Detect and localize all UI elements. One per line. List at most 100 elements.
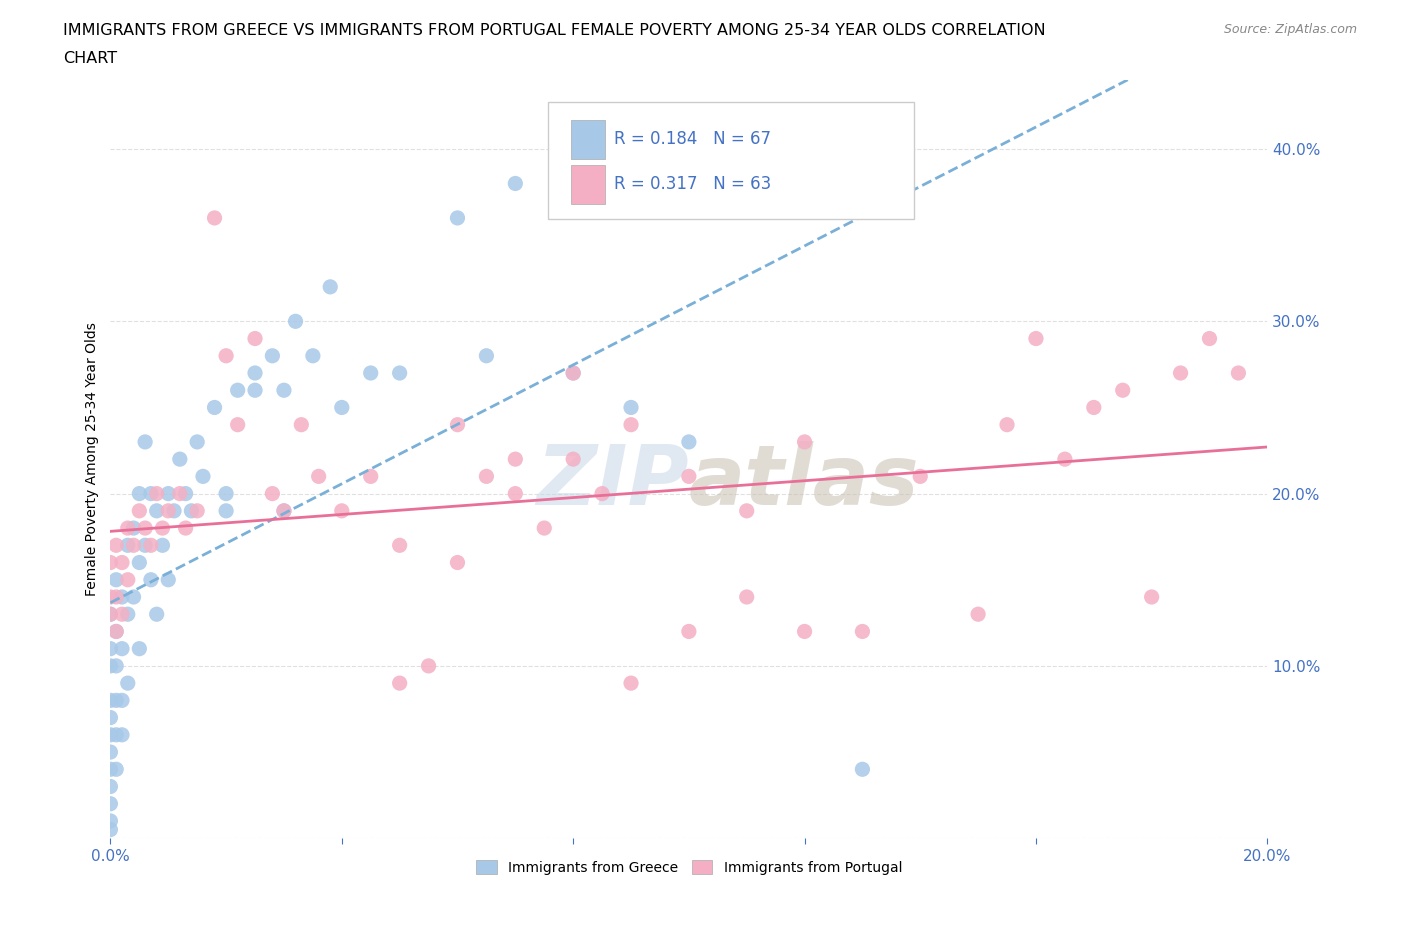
Point [122, 521, 145, 536]
Text: atlas: atlas [689, 442, 920, 523]
Point [111, 641, 134, 656]
Point [851, 624, 873, 639]
Point [204, 210, 226, 225]
Point [302, 349, 325, 364]
Point [446, 210, 468, 225]
Point [134, 538, 156, 552]
Point [117, 606, 139, 621]
Point [105, 624, 128, 639]
Legend: Immigrants from Greece, Immigrants from Portugal: Immigrants from Greece, Immigrants from … [470, 855, 908, 881]
Text: Source: ZipAtlas.com: Source: ZipAtlas.com [1223, 23, 1357, 36]
Point [204, 400, 226, 415]
Point [967, 606, 990, 621]
Point [1140, 590, 1163, 604]
Point [100, 658, 122, 673]
Point [105, 693, 128, 708]
Point [1170, 365, 1192, 380]
Point [215, 349, 238, 364]
Point [186, 434, 208, 449]
Point [446, 555, 468, 570]
Point [105, 590, 128, 604]
Point [134, 434, 156, 449]
Point [1198, 331, 1220, 346]
Point [226, 383, 249, 398]
Point [105, 762, 128, 777]
Point [851, 762, 873, 777]
Text: CHART: CHART [63, 51, 117, 66]
Point [284, 313, 307, 328]
Point [157, 486, 180, 501]
Point [122, 590, 145, 604]
Text: ZIP: ZIP [536, 442, 689, 523]
Point [100, 606, 122, 621]
Point [678, 469, 700, 484]
Point [169, 452, 191, 467]
Point [793, 624, 815, 639]
Point [388, 676, 411, 691]
Point [128, 486, 150, 501]
Point [105, 572, 128, 587]
Point [100, 779, 122, 794]
Point [319, 279, 342, 294]
Point [128, 555, 150, 570]
Text: IMMIGRANTS FROM GREECE VS IMMIGRANTS FROM PORTUGAL FEMALE POVERTY AMONG 25-34 YE: IMMIGRANTS FROM GREECE VS IMMIGRANTS FRO… [63, 23, 1046, 38]
Text: R = 0.317   N = 63: R = 0.317 N = 63 [614, 175, 772, 193]
Point [100, 555, 122, 570]
Point [117, 538, 139, 552]
Point [186, 503, 208, 518]
Point [562, 452, 585, 467]
Point [180, 503, 202, 518]
Point [174, 521, 197, 536]
Point [100, 641, 122, 656]
Point [562, 365, 585, 380]
Point [145, 503, 167, 518]
Point [111, 555, 134, 570]
Point [100, 822, 122, 837]
Point [388, 538, 411, 552]
Point [226, 418, 249, 432]
Point [620, 400, 643, 415]
Point [273, 503, 295, 518]
Point [105, 624, 128, 639]
Point [152, 538, 174, 552]
Point [157, 503, 180, 518]
Point [174, 486, 197, 501]
Point [533, 521, 555, 536]
Point [505, 452, 527, 467]
Point [678, 624, 700, 639]
Point [191, 469, 214, 484]
Point [475, 349, 498, 364]
Point [360, 365, 382, 380]
Point [145, 486, 167, 501]
Point [446, 418, 468, 432]
Point [128, 641, 150, 656]
Point [145, 606, 167, 621]
Text: R = 0.184   N = 67: R = 0.184 N = 67 [614, 130, 772, 149]
Point [100, 693, 122, 708]
Point [505, 486, 527, 501]
Point [152, 521, 174, 536]
Point [169, 486, 191, 501]
Point [111, 590, 134, 604]
Point [215, 486, 238, 501]
Point [111, 606, 134, 621]
Point [128, 503, 150, 518]
Point [1112, 383, 1135, 398]
Point [117, 676, 139, 691]
Point [100, 762, 122, 777]
Point [105, 658, 128, 673]
Point [117, 521, 139, 536]
Point [995, 418, 1018, 432]
Point [105, 727, 128, 742]
Point [562, 365, 585, 380]
Point [100, 745, 122, 760]
Point [215, 503, 238, 518]
Point [678, 434, 700, 449]
Point [591, 486, 613, 501]
Point [100, 606, 122, 621]
Point [117, 572, 139, 587]
Point [163, 503, 186, 518]
Point [262, 349, 284, 364]
Point [620, 676, 643, 691]
Point [273, 503, 295, 518]
